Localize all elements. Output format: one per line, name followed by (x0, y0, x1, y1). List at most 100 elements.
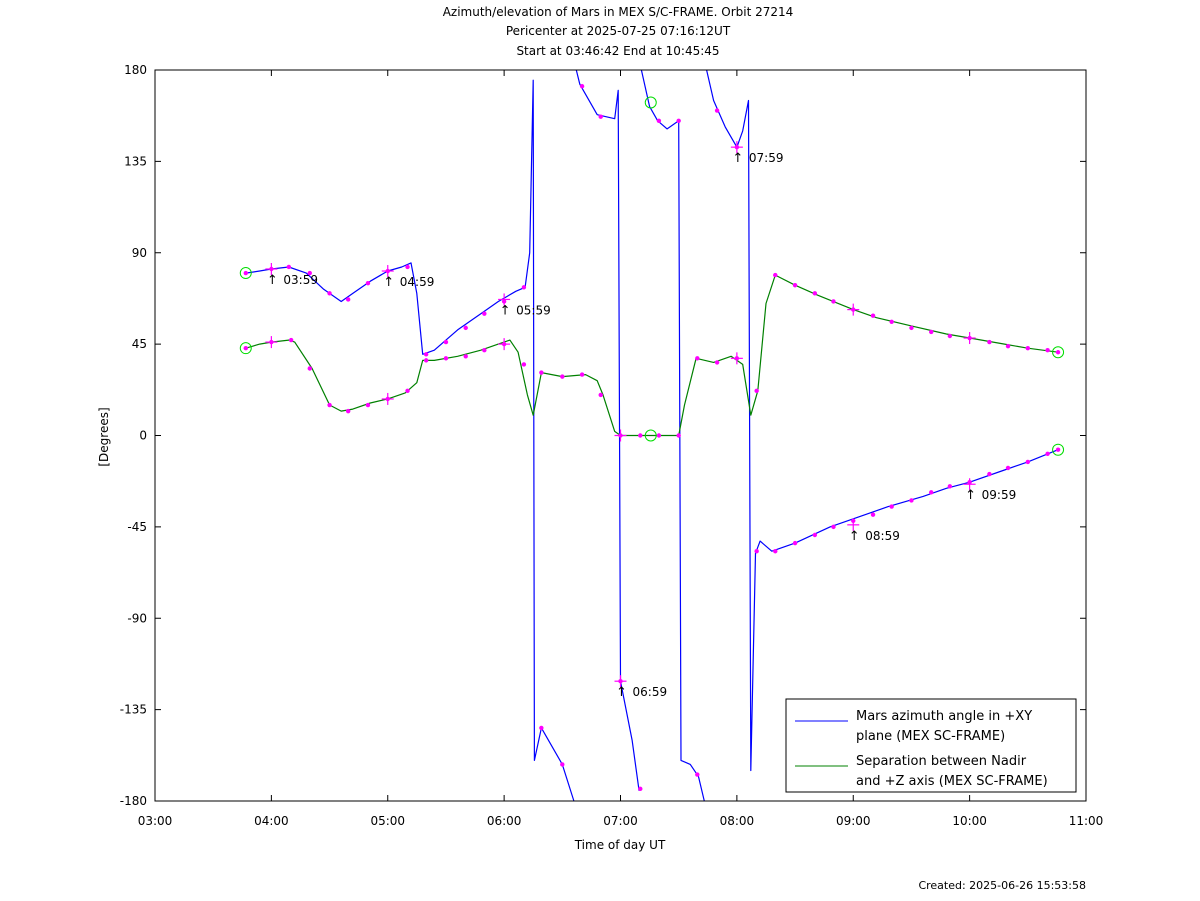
y-tick-label: -135 (120, 703, 147, 717)
legend-label-azimuth-line-1: Mars azimuth angle in +XY (856, 709, 1032, 724)
sample-dot (443, 356, 449, 361)
created-timestamp: Created: 2025-06-26 15:53:58 (918, 879, 1086, 892)
sample-dot (676, 118, 681, 123)
sample-dot (482, 348, 487, 353)
sample-dot (423, 352, 429, 357)
x-tick-label: 09:00 (836, 814, 871, 828)
hour-marker-label: 06:59 (633, 685, 668, 699)
sample-dot (695, 356, 700, 361)
sample-dot (1005, 465, 1011, 471)
sample-dot (792, 540, 798, 546)
hour-marker-label: 07:59 (749, 151, 784, 165)
separation-series-line (245, 274, 1059, 437)
sample-dot (539, 370, 544, 375)
hour-marker-label: 04:59 (400, 275, 435, 289)
hour-marker-arrow: ↑ (267, 273, 278, 288)
x-tick-label: 06:00 (487, 814, 522, 828)
legend-label-azimuth-line-2: plane (MEX SC-FRAME) (856, 729, 1005, 744)
hour-marker-arrow: ↑ (500, 303, 511, 318)
axis-ticks: 03:00 04:00 05:00 06:00 07:00 08:00 09:00 10:00… (120, 63, 1104, 828)
hour-marker-arrow: ↑ (965, 488, 976, 503)
sample-dot (286, 264, 292, 270)
y-tick-label: -45 (127, 520, 147, 534)
sample-dot (909, 325, 914, 331)
sample-dot (773, 272, 778, 278)
x-tick-label: 04:00 (254, 814, 289, 828)
sample-dot (947, 333, 953, 339)
sample-dot (656, 118, 662, 123)
hour-marker-arrow: ↑ (616, 685, 627, 700)
sample-dot (1025, 345, 1031, 351)
sample-dot (560, 374, 565, 379)
sample-dot (792, 283, 798, 288)
sample-dot (463, 354, 468, 359)
sample-dot (812, 532, 818, 538)
y-tick-label: -180 (120, 794, 147, 808)
hour-marker-label: 09:59 (982, 488, 1017, 502)
y-axis-label: [Degrees] (97, 407, 111, 466)
legend-label-separation-line-2: and +Z axis (MEX SC-FRAME) (856, 774, 1048, 789)
sample-dot (307, 366, 312, 371)
sample-dot (870, 313, 876, 318)
start-end-circle-marker (239, 267, 252, 280)
sample-dot (812, 291, 818, 296)
sample-dot (327, 402, 332, 408)
azimuth-series-line (706, 69, 1059, 772)
sample-dot (1055, 350, 1061, 355)
sample-dot (598, 114, 603, 119)
chart-title-line-2: Pericenter at 2025-07-25 07:16:12UT (506, 24, 731, 38)
sample-dot (929, 329, 934, 335)
x-tick-label: 11:00 (1069, 814, 1104, 828)
legend-box (785, 698, 1077, 793)
sample-dot (345, 408, 351, 414)
sample-dot (714, 360, 720, 365)
y-tick-label: 45 (132, 337, 147, 351)
y-tick-label: 135 (124, 154, 147, 168)
sample-dot (714, 108, 720, 113)
sample-dot (365, 281, 371, 286)
sample-dot (754, 388, 759, 394)
start-end-circle-marker (239, 342, 252, 355)
sample-dot (560, 762, 565, 767)
y-tick-label: 180 (124, 63, 147, 77)
sample-dot (695, 772, 700, 777)
sample-dot (365, 402, 371, 408)
sample-dot (307, 270, 312, 276)
azimuth-series-line (245, 79, 575, 802)
chart-title-line-1: Azimuth/elevation of Mars in MEX S/C-FRA… (443, 5, 794, 19)
sample-dot (579, 372, 585, 377)
sample-dot (870, 512, 876, 517)
sample-dot (889, 504, 894, 509)
sample-dot (676, 433, 681, 438)
sample-dot (1055, 447, 1061, 452)
start-end-circle-marker (644, 96, 657, 109)
legend: Mars azimuth angle in +XY plane (MEX SC-… (785, 698, 1077, 793)
start-end-circle-marker (1052, 443, 1065, 456)
sample-dot (831, 299, 836, 304)
x-tick-label: 10:00 (952, 814, 987, 828)
x-axis-label: Time of day UT (574, 838, 666, 852)
sample-dot (345, 297, 351, 302)
sample-dot (482, 311, 487, 316)
sample-dot (243, 345, 248, 351)
x-tick-label: 07:00 (603, 814, 638, 828)
y-tick-label: 0 (139, 429, 147, 443)
hour-marker-arrow: ↑ (732, 151, 743, 166)
x-tick-label: 05:00 (370, 814, 405, 828)
sample-dot (909, 498, 914, 503)
sample-dot (405, 264, 410, 270)
sample-dot (987, 339, 992, 345)
sample-dot (463, 325, 468, 331)
sample-dot (1045, 348, 1050, 353)
hour-marker-label: 05:59 (516, 303, 551, 317)
start-end-circle-marker (644, 429, 657, 442)
start-end-circle-marker (1052, 346, 1065, 359)
legend-label-separation-line-1: Separation between Nadir (856, 754, 1027, 769)
sample-dot (987, 471, 992, 477)
sample-dot (947, 484, 953, 489)
hour-marker-label: 08:59 (865, 529, 900, 543)
sample-dot (638, 786, 643, 792)
x-tick-label: 03:00 (138, 814, 173, 828)
sample-dot (521, 285, 527, 290)
